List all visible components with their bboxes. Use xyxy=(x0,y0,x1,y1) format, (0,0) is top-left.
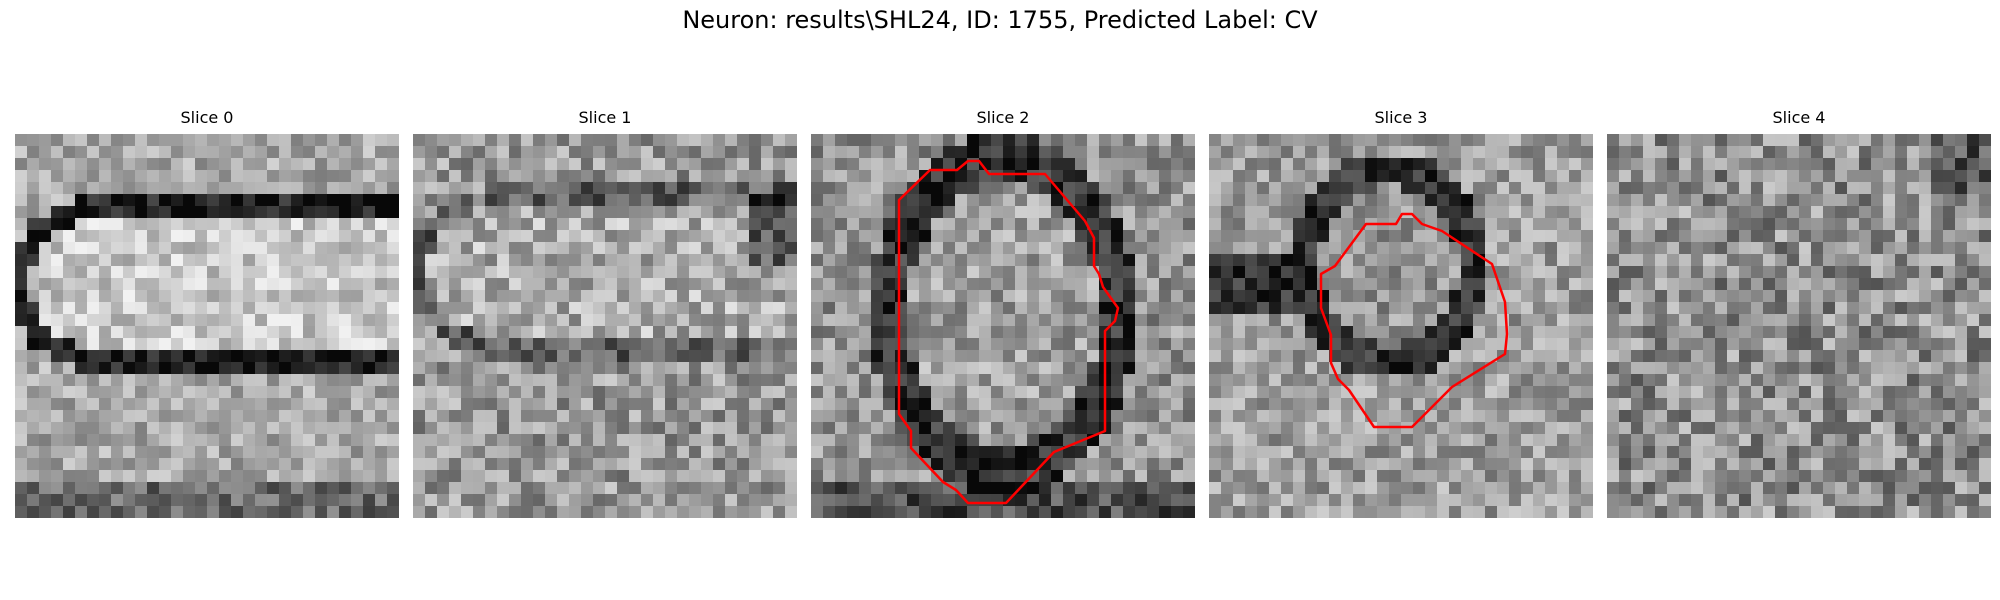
slice-title-2: Slice 2 xyxy=(976,108,1030,127)
slice-image-0 xyxy=(15,134,399,518)
slice-title-4: Slice 4 xyxy=(1772,108,1826,127)
slice-panel-1: Slice 1 xyxy=(413,108,797,518)
slice-panel-4: Slice 4 xyxy=(1607,108,1991,518)
segmentation-contour xyxy=(897,159,1120,505)
slice-panel-0: Slice 0 xyxy=(15,108,399,518)
slice-title-3: Slice 3 xyxy=(1374,108,1428,127)
slice-image-3 xyxy=(1209,134,1593,518)
slice-title-0: Slice 0 xyxy=(180,108,234,127)
slice-title-1: Slice 1 xyxy=(578,108,632,127)
figure-title: Neuron: results\SHL24, ID: 1755, Predict… xyxy=(682,6,1318,34)
segmentation-contour xyxy=(1319,212,1509,429)
slice-image-1 xyxy=(413,134,797,518)
slice-image-2 xyxy=(811,134,1195,518)
slice-panel-2: Slice 2 xyxy=(811,108,1195,518)
slice-image-4 xyxy=(1607,134,1991,518)
slice-panel-3: Slice 3 xyxy=(1209,108,1593,518)
